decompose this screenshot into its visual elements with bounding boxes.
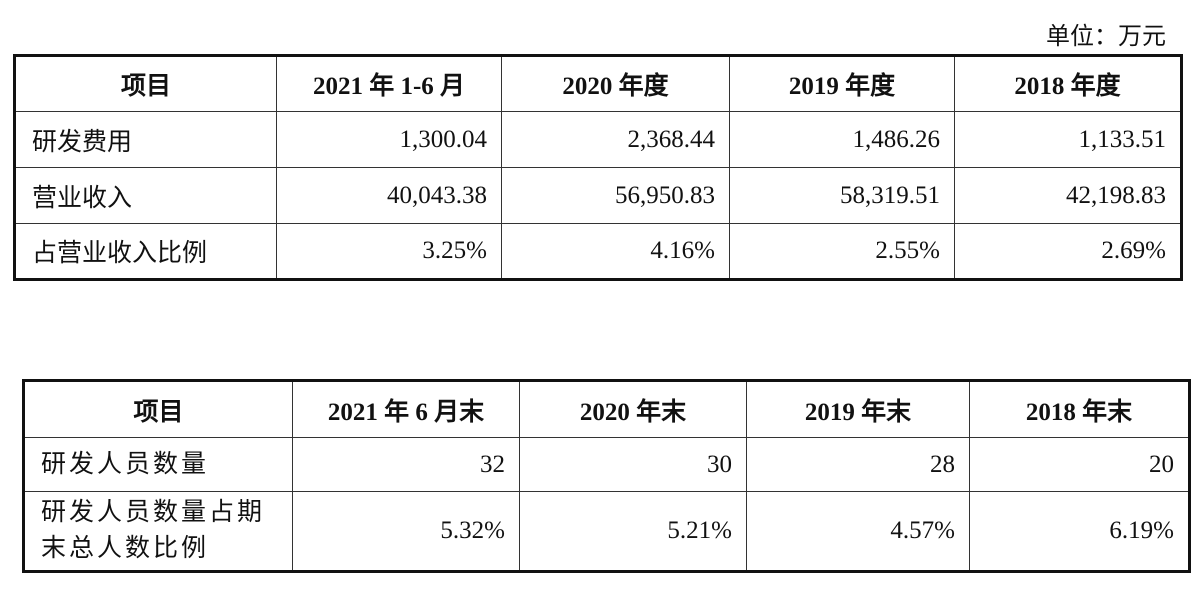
cell-value: 4.57% [746, 491, 970, 572]
cell-value: 1,486.26 [729, 111, 955, 168]
table-row: 研发人员数量 32 30 28 20 [23, 437, 1190, 492]
table-header-row: 项目 2021 年 6 月末 2020 年末 2019 年末 2018 年末 [23, 380, 1190, 438]
table-row: 研发费用 1,300.04 2,368.44 1,486.26 1,133.51 [14, 111, 1182, 168]
cell-value: 6.19% [969, 491, 1190, 572]
cell-value: 28 [746, 437, 970, 492]
header-cell: 2018 年度 [954, 55, 1182, 112]
cell-value: 4.16% [501, 223, 730, 280]
cell-value: 56,950.83 [501, 167, 730, 224]
cell-value: 2,368.44 [501, 111, 730, 168]
cell-value: 20 [969, 437, 1190, 492]
row-label: 研发人员数量占期末总人数比例 [23, 491, 293, 572]
cell-value: 30 [519, 437, 747, 492]
header-cell: 项目 [14, 55, 277, 112]
table-row: 研发人员数量占期末总人数比例 5.32% 5.21% 4.57% 6.19% [23, 491, 1190, 572]
header-cell: 2020 年末 [519, 380, 747, 438]
cell-value: 5.32% [292, 491, 520, 572]
table-row: 占营业收入比例 3.25% 4.16% 2.55% 2.69% [14, 223, 1182, 280]
row-label: 研发人员数量 [23, 437, 293, 492]
cell-value: 58,319.51 [729, 167, 955, 224]
row-label: 研发费用 [14, 111, 277, 168]
header-cell: 2021 年 6 月末 [292, 380, 520, 438]
header-cell: 2019 年末 [746, 380, 970, 438]
header-cell: 2021 年 1-6 月 [276, 55, 502, 112]
header-cell: 2019 年度 [729, 55, 955, 112]
unit-label: 单位：万元 [1046, 24, 1166, 50]
header-cell: 2020 年度 [501, 55, 730, 112]
cell-value: 40,043.38 [276, 167, 502, 224]
row-label: 占营业收入比例 [14, 223, 277, 280]
cell-value: 42,198.83 [954, 167, 1182, 224]
cell-value: 5.21% [519, 491, 747, 572]
rd-expense-table: 项目 2021 年 1-6 月 2020 年度 2019 年度 2018 年度 … [13, 54, 1183, 281]
cell-value: 3.25% [276, 223, 502, 280]
rd-staff-table: 项目 2021 年 6 月末 2020 年末 2019 年末 2018 年末 研… [22, 379, 1191, 573]
row-label: 营业收入 [14, 167, 277, 224]
cell-value: 2.69% [954, 223, 1182, 280]
cell-value: 1,133.51 [954, 111, 1182, 168]
table-header-row: 项目 2021 年 1-6 月 2020 年度 2019 年度 2018 年度 [14, 55, 1182, 112]
cell-value: 32 [292, 437, 520, 492]
cell-value: 2.55% [729, 223, 955, 280]
table-row: 营业收入 40,043.38 56,950.83 58,319.51 42,19… [14, 167, 1182, 224]
header-cell: 2018 年末 [969, 380, 1190, 438]
cell-value: 1,300.04 [276, 111, 502, 168]
header-cell: 项目 [23, 380, 293, 438]
